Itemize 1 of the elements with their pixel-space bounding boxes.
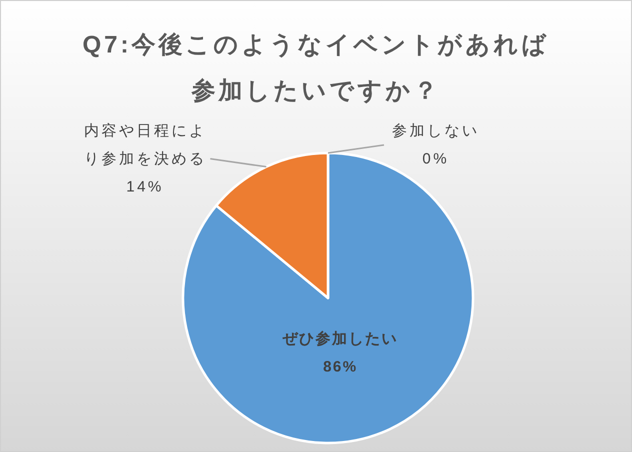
title: Q7:今後このようなイベントがあれば参加したいですか？: [82, 32, 550, 104]
